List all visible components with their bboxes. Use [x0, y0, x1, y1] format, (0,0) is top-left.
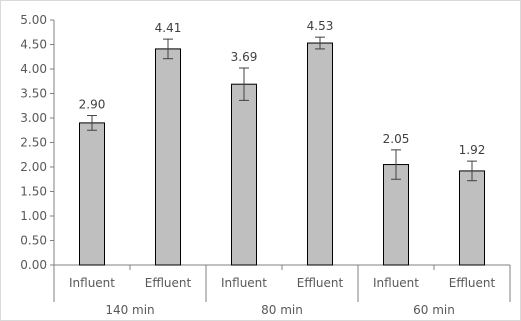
y-tick-label: 0.00: [20, 258, 47, 272]
y-tick-label: 0.50: [20, 234, 47, 248]
y-tick-label: 4.50: [20, 38, 47, 52]
y-tick-label: 3.50: [20, 87, 47, 101]
data-label: 2.05: [383, 132, 410, 146]
data-label: 4.41: [155, 21, 182, 35]
bar: [231, 83, 257, 266]
data-label: 3.69: [231, 50, 258, 64]
bar: [79, 122, 105, 266]
bar: [459, 170, 485, 266]
y-tick-label: 5.00: [20, 13, 47, 27]
category-label: Effluent: [297, 276, 344, 290]
group-label: 60 min: [413, 303, 455, 317]
y-tick-label: 2.00: [20, 160, 47, 174]
category-label: Influent: [221, 276, 267, 290]
data-label: 2.90: [79, 98, 106, 112]
category-label: Effluent: [145, 276, 192, 290]
y-tick-label: 1.00: [20, 209, 47, 223]
group-label: 80 min: [261, 303, 303, 317]
y-tick-label: 2.50: [20, 136, 47, 150]
category-label: Influent: [69, 276, 115, 290]
y-tick-label: 3.00: [20, 111, 47, 125]
bar: [155, 48, 181, 266]
group-label: 140 min: [105, 303, 154, 317]
y-tick-label: 4.00: [20, 62, 47, 76]
bar: [383, 164, 409, 266]
category-label: Effluent: [449, 276, 496, 290]
data-label: 1.92: [459, 143, 486, 157]
category-label: Influent: [373, 276, 419, 290]
y-tick-label: 1.50: [20, 185, 47, 199]
data-label: 4.53: [307, 19, 334, 33]
bar: [307, 42, 333, 266]
